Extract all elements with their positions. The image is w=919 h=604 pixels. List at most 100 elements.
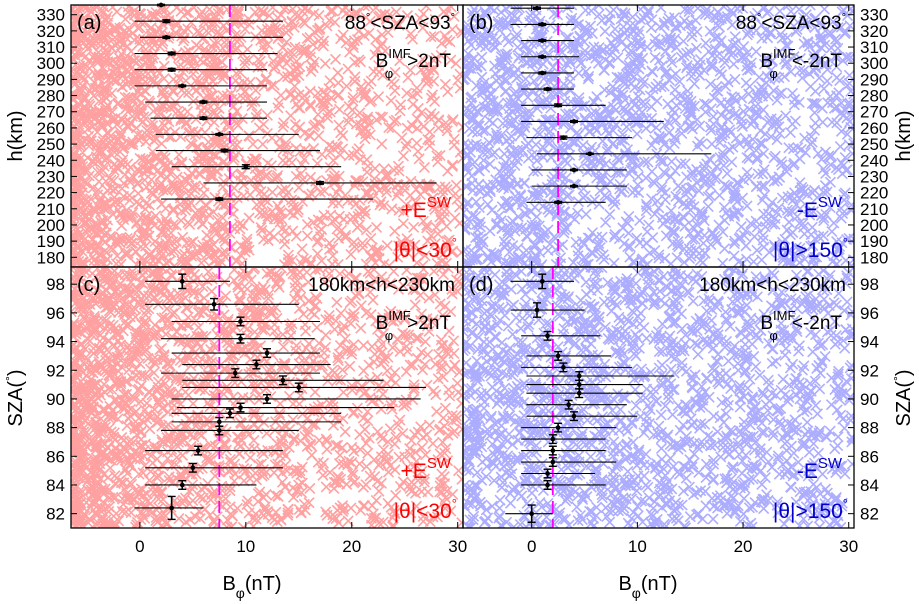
cloud-marker [304,31,316,44]
cloud-marker [122,212,134,224]
cloud-marker [638,156,650,168]
cloud-marker [656,181,668,193]
panel-label: (a) [77,12,101,34]
cloud-marker [226,93,238,106]
cloud-marker [437,309,449,321]
cloud-marker [144,23,156,35]
cloud-marker [466,91,478,103]
ytick: 240 [848,151,888,170]
cloud-marker [619,7,631,20]
cloud-marker [133,198,145,210]
cloud-marker [735,118,748,130]
cloud-marker [137,154,149,166]
cloud-marker [221,381,233,393]
cloud-marker [579,49,592,61]
cloud-marker [799,253,811,265]
cloud-marker [355,300,367,312]
cloud-marker [777,254,789,267]
ytick: 200 [37,216,77,235]
cloud-marker [728,58,740,70]
cloud-marker [572,18,585,31]
cloud-marker [122,247,134,259]
cloud-marker [295,282,307,294]
cloud-marker [451,193,463,205]
cloud-marker [144,74,157,86]
cloud-marker [668,11,681,24]
cloud-marker [228,182,240,194]
cloud-marker [377,111,389,123]
cloud-marker [685,194,697,206]
cloud-marker [411,122,423,134]
ytick: 310 [848,38,888,57]
field-label: -ESW [797,194,843,222]
cloud-marker [333,119,345,131]
cloud-marker [718,160,730,172]
cloud-marker [761,7,773,19]
cloud-marker [434,149,446,161]
cloud-marker [642,156,654,168]
cloud-marker [315,95,327,107]
cloud-marker [583,126,595,138]
ytick-label: 190 [860,232,888,251]
point-marker [179,83,185,89]
data-point [161,196,373,202]
cloud-marker [298,43,310,56]
cloud-marker [241,241,253,253]
cloud-marker [133,223,145,235]
cloud-marker [134,293,147,305]
cloud-marker [512,41,524,53]
cloud-marker [401,122,413,134]
cloud-marker [77,161,89,173]
cloud-marker [190,85,202,97]
point-marker [169,67,174,73]
cloud-marker [437,436,449,448]
cloud-marker [294,43,306,55]
cloud-marker [422,133,434,146]
cloud-marker [143,214,155,226]
cloud-marker [824,201,836,213]
cloud-marker [274,409,286,421]
cloud-marker [371,221,383,234]
cloud-marker [272,102,284,114]
cloud-marker [247,406,259,418]
cloud-marker [463,73,470,85]
cloud-marker [677,35,689,47]
cloud-marker [71,198,79,210]
data-point [531,167,627,173]
cloud-marker [369,162,381,175]
cloud-marker [275,213,288,225]
cloud-marker [71,19,79,31]
cloud-marker [393,19,405,31]
cloud-marker [581,166,593,178]
cloud-marker [106,149,118,161]
cloud-marker [493,134,505,146]
cloud-marker [154,245,166,257]
cloud-marker [442,267,454,274]
cloud-marker [302,276,314,288]
data-point [134,83,267,89]
cloud-marker [133,468,145,480]
cloud-marker [487,148,499,160]
cloud-marker [301,218,313,231]
cloud-marker [88,254,100,266]
cloud-marker [822,28,834,40]
cloud-marker [604,208,616,220]
cloud-marker [188,63,200,75]
cloud-marker [604,175,616,187]
cloud-marker [332,352,344,364]
cloud-marker [479,7,491,19]
cloud-marker [100,152,112,164]
cloud-marker [589,122,601,134]
cloud-marker [536,98,548,110]
cloud-marker [365,519,378,528]
cloud-marker [818,83,830,95]
cloud-marker [733,45,745,58]
cloud-marker [573,92,585,104]
cloud-marker [658,80,670,92]
cloud-marker [761,52,773,64]
cloud-marker [158,243,170,255]
cloud-marker [670,20,682,33]
cloud-marker [693,228,705,240]
ytick-label: 270 [37,103,65,122]
point-marker [216,196,222,202]
